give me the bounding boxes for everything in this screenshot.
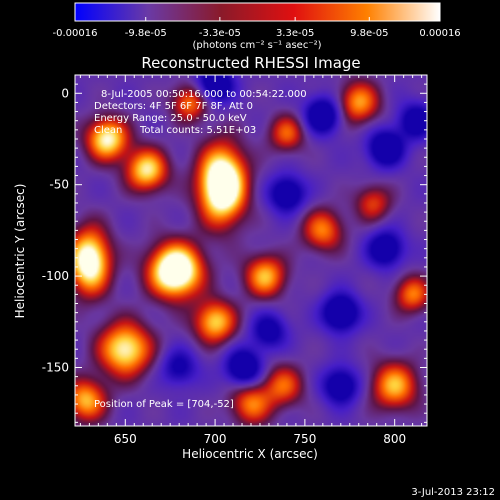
y-tick-label: -50	[49, 178, 69, 192]
colorbar-ticks: -0.00016 -9.8e-05 -3.3e-05 3.3e-05 9.8e-05 0.…	[53, 17, 461, 39]
colorbar-tick-label: 9.8e-05	[350, 28, 388, 39]
y-tick-label: -150	[42, 361, 69, 375]
annotation-detectors: Detectors: 4F 5F 6F 7F 8F, Att 0	[94, 101, 253, 112]
x-axis: 650 700 750 800	[79, 75, 423, 446]
colorbar	[74, 2, 441, 22]
colorbar-tick-label: -0.00016	[53, 28, 98, 39]
peak-position-label: Position of Peak = [704,-52]	[94, 399, 234, 410]
heatmap-image	[75, 75, 427, 426]
chart-title: Reconstructed RHESSI Image	[141, 54, 360, 72]
annotation-method: Clean	[94, 125, 122, 136]
y-tick-label: -100	[42, 269, 69, 283]
x-axis-label: Heliocentric X (arcsec)	[182, 447, 318, 461]
y-tick-label: 0	[61, 86, 69, 100]
x-tick-label: 750	[293, 432, 316, 446]
colorbar-tick-label: 0.00016	[419, 28, 460, 39]
render-timestamp: 3-Jul-2013 23:12	[411, 487, 495, 498]
colorbar-unit-label: (photons cm⁻² s⁻¹ asec⁻²)	[192, 40, 321, 51]
x-tick-label: 650	[114, 432, 137, 446]
colorbar-tick-label: 3.3e-05	[276, 28, 314, 39]
annotation-total-counts: Total counts: 5.51E+03	[139, 125, 256, 136]
colorbar-tick-label: -9.8e-05	[125, 28, 167, 39]
colorbar-tick-label: -3.3e-05	[199, 28, 241, 39]
y-axis-label: Heliocentric Y (arcsec)	[13, 184, 27, 319]
y-axis: 0 -50 -100 -150	[42, 74, 427, 423]
annotation-time-range: 8-Jul-2005 00:50:16.000 to 00:54:22.000	[101, 89, 307, 100]
x-tick-label: 700	[204, 432, 227, 446]
x-tick-label: 800	[383, 432, 406, 446]
annotation-energy-range: Energy Range: 25.0 - 50.0 keV	[94, 113, 247, 124]
annotation-block: 8-Jul-2005 00:50:16.000 to 00:54:22.000 …	[94, 89, 307, 136]
